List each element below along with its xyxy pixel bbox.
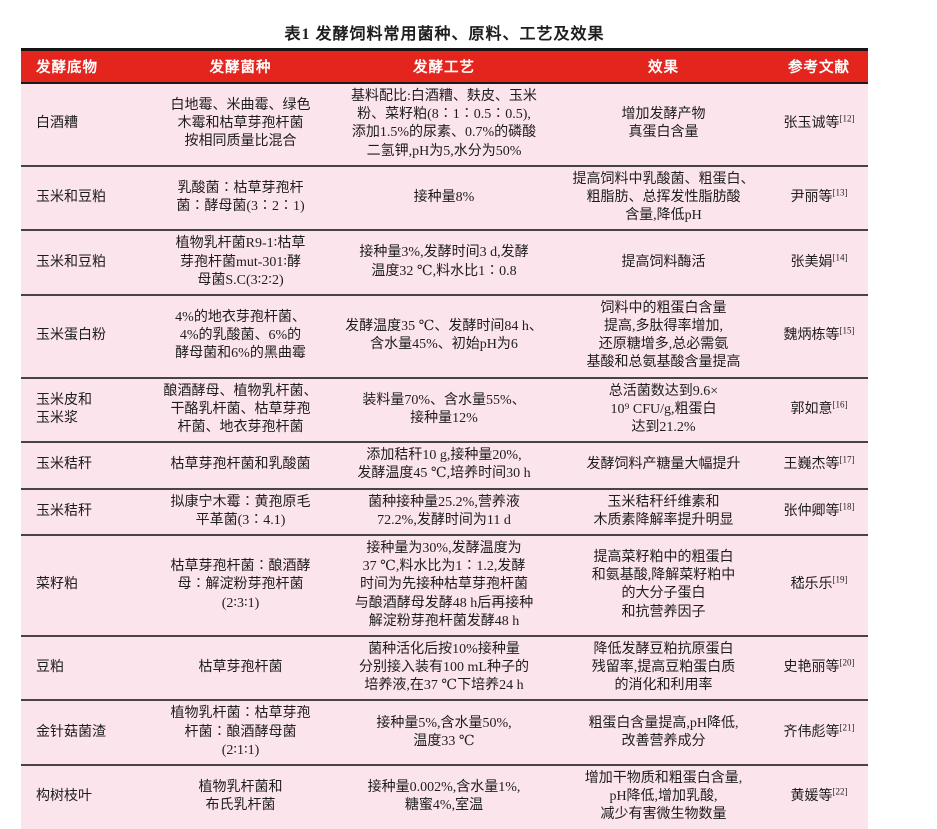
cell-reference: 张美娟[14] (770, 230, 868, 296)
cell-substrate: 豆粕 (21, 635, 150, 702)
cell-process: 发酵温度35 ℃、发酵时间84 h、 含水量45%、初始pH为6 (331, 294, 557, 379)
cell-effect: 饲料中的粗蛋白含量 提高,多肽得率增加, 还原糖增多,总必需氨 基酸和总氨基酸含… (557, 294, 770, 379)
column-header-process: 发酵工艺 (331, 49, 557, 84)
cell-substrate: 玉米和豆粕 (21, 165, 150, 232)
table-row: 玉米皮和 玉米浆 酿酒酵母、植物乳杆菌、 干酪乳杆菌、枯草芽孢 杆菌、地衣芽孢杆… (21, 377, 868, 444)
cell-strains: 植物乳杆菌和 布氏乳杆菌 (150, 765, 331, 829)
reference-number: [18] (839, 501, 855, 511)
reference-number: [12] (839, 113, 855, 124)
reference-number: [17] (839, 454, 855, 465)
reference-number: [13] (832, 187, 848, 198)
reference-authors: 尹丽等 (790, 189, 833, 205)
cell-process: 基料配比:白酒糟、麸皮、玉米 粉、菜籽粕(8∶1∶0.5∶0.5), 添加1.5… (331, 83, 557, 167)
column-header-reference: 参考文献 (770, 49, 868, 84)
cell-reference: 尹丽等[13] (770, 165, 868, 232)
cell-effect: 粗蛋白含量提高,pH降低, 改善营养成分 (557, 700, 770, 766)
reference-number: [19] (832, 574, 848, 585)
cell-process: 装料量70%、含水量55%、 接种量12% (331, 377, 557, 444)
reference-authors: 张玉诚等 (783, 116, 840, 132)
cell-effect: 提高饲料中乳酸菌、粗蛋白、 粗脂肪、总挥发性脂肪酸 含量,降低pH (557, 165, 770, 232)
reference-number: [21] (839, 721, 855, 732)
cell-effect: 玉米秸秆纤维素和 木质素降解率提升明显 (557, 488, 770, 536)
cell-substrate: 玉米和豆粕 (21, 230, 150, 296)
cell-strains: 枯草芽孢杆菌∶酿酒酵 母∶解淀粉芽孢杆菌 (2∶3∶1) (150, 534, 331, 637)
table-row: 玉米秸秆 拟康宁木霉∶黄孢原毛 平革菌(3∶4.1) 菌种接种量25.2%,营养… (21, 488, 868, 536)
reference-authors: 黄媛等 (790, 789, 833, 805)
column-header-effect: 效果 (557, 49, 770, 84)
table-row: 白酒糟 白地霉、米曲霉、绿色 木霉和枯草芽孢杆菌 按相同质量比混合 基料配比:白… (21, 83, 868, 167)
cell-effect: 降低发酵豆粕抗原蛋白 残留率,提高豆粕蛋白质 的消化和利用率 (557, 635, 770, 702)
cell-strains: 白地霉、米曲霉、绿色 木霉和枯草芽孢杆菌 按相同质量比混合 (150, 83, 331, 167)
column-header-strains: 发酵菌种 (150, 49, 331, 84)
reference-authors: 史艳丽等 (783, 660, 840, 676)
cell-effect: 提高饲料酶活 (557, 230, 770, 296)
cell-substrate: 玉米秸秆 (21, 442, 150, 490)
cell-strains: 植物乳杆菌∶枯草芽孢 杆菌∶酿酒酵母菌 (2∶1∶1) (150, 700, 331, 766)
reference-authors: 王巍杰等 (783, 457, 840, 473)
cell-substrate: 金针菇菌渣 (21, 700, 150, 766)
reference-number: [20] (839, 657, 855, 668)
cell-strains: 拟康宁木霉∶黄孢原毛 平革菌(3∶4.1) (150, 488, 331, 536)
cell-strains: 枯草芽孢杆菌 (150, 635, 331, 702)
table-row: 玉米秸秆 枯草芽孢杆菌和乳酸菌 添加秸秆10 g,接种量20%, 发酵温度45 … (21, 442, 868, 490)
cell-reference: 张玉诚等[12] (770, 83, 868, 167)
cell-reference: 魏炳栋等[15] (770, 294, 868, 379)
cell-substrate: 白酒糟 (21, 83, 150, 167)
column-header-substrate: 发酵底物 (21, 49, 150, 84)
reference-number: [22] (832, 786, 848, 797)
reference-authors: 嵇乐乐 (790, 577, 833, 593)
table-row: 金针菇菌渣 植物乳杆菌∶枯草芽孢 杆菌∶酿酒酵母菌 (2∶1∶1) 接种量5%,… (21, 700, 868, 766)
table-row: 构树枝叶 植物乳杆菌和 布氏乳杆菌 接种量0.002%,含水量1%, 糖蜜4%,… (21, 765, 868, 829)
cell-reference: 嵇乐乐[19] (770, 534, 868, 637)
table-header-row: 发酵底物 发酵菌种 发酵工艺 效果 参考文献 (21, 49, 868, 84)
cell-strains: 4%的地衣芽孢杆菌、 4%的乳酸菌、6%的 酵母菌和6%的黑曲霉 (150, 294, 331, 379)
cell-effect: 增加发酵产物 真蛋白含量 (557, 83, 770, 167)
cell-process: 接种量8% (331, 165, 557, 232)
cell-strains: 枯草芽孢杆菌和乳酸菌 (150, 442, 331, 490)
table-title: 表1 发酵饲料常用菌种、原料、工艺及效果 (284, 26, 605, 43)
cell-strains: 植物乳杆菌R9-1∶枯草 芽孢杆菌mut-301∶酵 母菌S.C(3∶2∶2) (150, 230, 331, 296)
cell-reference: 郭如意[16] (770, 377, 868, 444)
table-row: 豆粕 枯草芽孢杆菌 菌种活化后按10%接种量 分别接入装有100 mL种子的 培… (21, 635, 868, 702)
table-row: 玉米和豆粕 植物乳杆菌R9-1∶枯草 芽孢杆菌mut-301∶酵 母菌S.C(3… (21, 230, 868, 296)
cell-process: 接种量为30%,发酵温度为 37 ℃,料水比为1∶1.2,发酵 时间为先接种枯草… (331, 534, 557, 637)
table-row: 菜籽粕 枯草芽孢杆菌∶酿酒酵 母∶解淀粉芽孢杆菌 (2∶3∶1) 接种量为30%… (21, 534, 868, 637)
cell-reference: 黄媛等[22] (770, 765, 868, 829)
reference-authors: 张仲卿等 (783, 503, 840, 519)
cell-process: 接种量0.002%,含水量1%, 糖蜜4%,室温 (331, 765, 557, 829)
cell-strains: 酿酒酵母、植物乳杆菌、 干酪乳杆菌、枯草芽孢 杆菌、地衣芽孢杆菌 (150, 377, 331, 444)
cell-reference: 史艳丽等[20] (770, 635, 868, 702)
reference-authors: 魏炳栋等 (783, 328, 840, 344)
cell-process: 添加秸秆10 g,接种量20%, 发酵温度45 ℃,培养时间30 h (331, 442, 557, 490)
fermented-feed-table: 发酵底物 发酵菌种 发酵工艺 效果 参考文献 白酒糟 白地霉、米曲霉、绿色 木霉… (21, 48, 868, 829)
reference-number: [16] (832, 399, 848, 410)
reference-authors: 郭如意 (790, 401, 833, 417)
reference-number: [15] (839, 325, 855, 336)
cell-reference: 王巍杰等[17] (770, 442, 868, 490)
cell-reference: 齐伟彪等[21] (770, 700, 868, 766)
cell-effect: 发酵饲料产糖量大幅提升 (557, 442, 770, 490)
reference-number: [14] (832, 251, 848, 262)
cell-effect: 增加干物质和粗蛋白含量, pH降低,增加乳酸, 减少有害微生物数量 (557, 765, 770, 829)
cell-substrate: 玉米皮和 玉米浆 (21, 377, 150, 444)
cell-process: 接种量5%,含水量50%, 温度33 ℃ (331, 700, 557, 766)
cell-substrate: 菜籽粕 (21, 534, 150, 637)
cell-substrate: 构树枝叶 (21, 765, 150, 829)
reference-authors: 齐伟彪等 (783, 724, 840, 740)
table-row: 玉米蛋白粉 4%的地衣芽孢杆菌、 4%的乳酸菌、6%的 酵母菌和6%的黑曲霉 发… (21, 294, 868, 379)
cell-process: 接种量3%,发酵时间3 d,发酵 温度32 ℃,料水比1∶0.8 (331, 230, 557, 296)
cell-strains: 乳酸菌∶枯草芽孢杆 菌∶酵母菌(3∶2∶1) (150, 165, 331, 232)
cell-effect: 总活菌数达到9.6× 10⁹ CFU/g,粗蛋白 达到21.2% (557, 377, 770, 444)
cell-effect: 提高菜籽粕中的粗蛋白 和氨基酸,降解菜籽粕中 的大分子蛋白 和抗营养因子 (557, 534, 770, 637)
cell-substrate: 玉米蛋白粉 (21, 294, 150, 379)
reference-authors: 张美娟 (790, 254, 833, 270)
cell-process: 菌种活化后按10%接种量 分别接入装有100 mL种子的 培养液,在37 ℃下培… (331, 635, 557, 702)
cell-substrate: 玉米秸秆 (21, 488, 150, 536)
cell-process: 菌种接种量25.2%,营养液 72.2%,发酵时间为11 d (331, 488, 557, 536)
table-row: 玉米和豆粕 乳酸菌∶枯草芽孢杆 菌∶酵母菌(3∶2∶1) 接种量8% 提高饲料中… (21, 165, 868, 232)
cell-reference: 张仲卿等[18] (770, 488, 868, 536)
